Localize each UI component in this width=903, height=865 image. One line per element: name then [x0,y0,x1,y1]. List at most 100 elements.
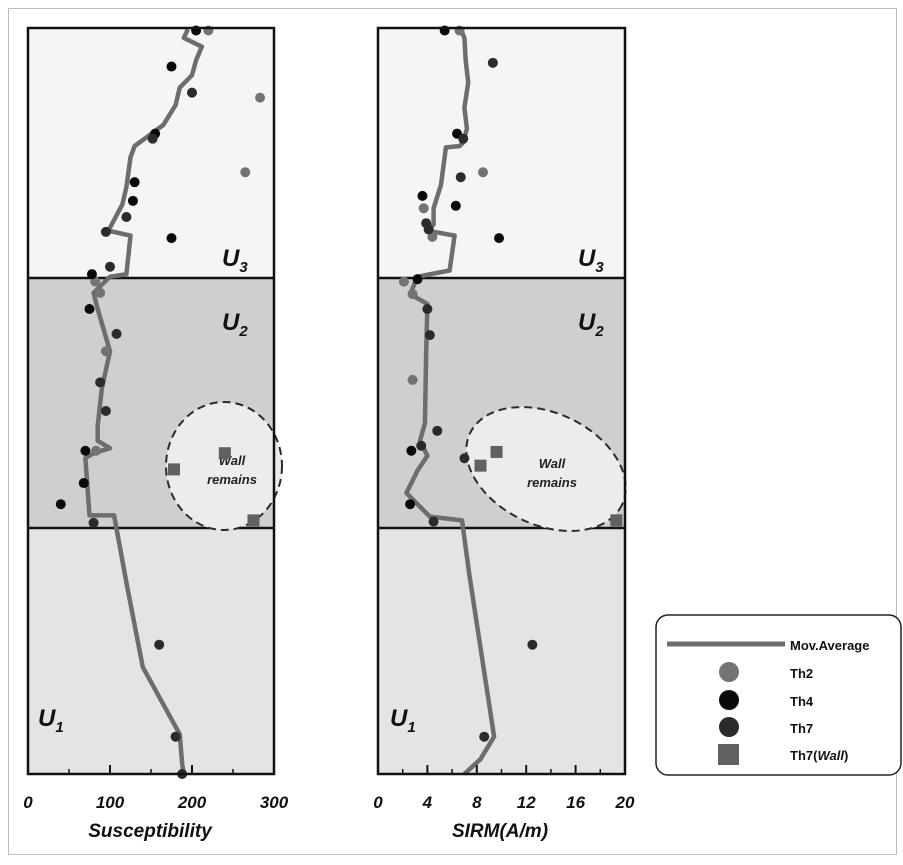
th4-point [166,233,177,244]
data-marks-susceptibility [55,25,266,779]
th2-point [407,374,418,385]
th2-point [91,445,102,456]
th7-wall-point [490,445,503,458]
th4-point [405,499,416,510]
th2-point [255,92,266,103]
th4-point [55,499,66,510]
zone-u1-background [378,528,625,774]
zone-u1-background [28,528,274,774]
x-axis-title-sirm: SIRM(A/m) [452,821,548,842]
wall-remains-label-line2: remains [527,475,577,490]
th2-point [398,276,409,287]
wall-remains-ellipse [465,406,627,532]
th7-point [487,57,498,68]
th7-point [121,211,132,222]
th7-wall-point [610,514,623,527]
th7-point [422,303,433,314]
wall-remains-ellipse [165,401,283,531]
th7-point [170,731,181,742]
th2-point [95,287,106,298]
th4-point [80,445,91,456]
th7-point [455,172,466,183]
x-tick-label: 300 [260,793,289,812]
legend-label-th2: Th2 [790,666,813,681]
x-axis-sirm: 0 4 8 12 16 20 [373,765,635,812]
x-axis-susceptibility: 0 100 200 300 [23,765,289,812]
th4-point [450,200,461,211]
th7-point [527,639,538,650]
th7-wall-point [167,463,180,476]
wall-remains-label-line1: Wall [539,456,566,471]
th7-wall-point [474,459,487,472]
mov-average-line [83,28,205,775]
th7-point [458,133,469,144]
th7-point [428,516,439,527]
th7-point [95,377,106,388]
x-tick-label: 20 [615,793,635,812]
th4-point [84,303,95,314]
th4-point [129,177,140,188]
th4-point [406,445,417,456]
chart-panel-sirm: Wall remains U3 U2 U1 0 4 8 12 16 20 SIRM(A/m… [373,25,635,842]
x-tick-label: 100 [96,793,125,812]
th7-point [479,731,490,742]
legend-label-th4: Th4 [790,694,814,709]
th4-point [494,233,505,244]
th7-point [154,639,165,650]
th2-point [427,231,438,242]
th4-point [78,478,89,489]
legend-label-th7-wall: Th7(Wall) [790,748,848,763]
th4-point [417,190,428,201]
th2-point [477,167,488,178]
th4-point [86,269,97,280]
th2-point [100,346,111,357]
th2-point [90,276,101,287]
x-axis-title-susceptibility: Susceptibility [88,821,213,842]
unit-label-u2: U2 [578,309,604,340]
th2-point [240,167,251,178]
th7-point [459,453,470,464]
th7-wall-point [218,447,231,460]
th4-point [166,61,177,72]
th2-point [418,203,429,214]
th7-wall-point [247,514,260,527]
th7-point [100,226,111,237]
th2-point [407,289,418,300]
th7-point [423,224,434,235]
th7-point [147,133,158,144]
x-tick-label: 8 [472,793,482,812]
legend-label-mov-average: Mov.Average [790,638,869,653]
x-tick-label: 0 [373,793,383,812]
legend-marker-th7-wall [718,744,739,765]
th7-point [88,517,99,528]
zone-u3-background [28,28,274,278]
legend-marker-th2 [719,662,739,682]
th7-point [105,261,115,272]
x-tick-label: 16 [566,793,585,812]
th4-point [412,274,423,285]
legend-label-th7: Th7 [790,721,813,736]
unit-label-u3: U3 [222,245,248,276]
legend: Mov.Average Th2 Th4 Th7 Th7(Wall) [655,614,902,776]
th4-point [127,195,138,206]
th7-point [111,328,122,339]
unit-label-u3: U3 [578,245,604,276]
data-marks-sirm [398,25,623,776]
th7-point [100,405,111,416]
x-tick-label: 12 [517,793,536,812]
x-tick-label: 200 [177,793,207,812]
th7-point [187,87,197,98]
unit-label-u1: U1 [390,705,416,736]
wall-remains-label-line2: remains [207,472,257,487]
legend-marker-th4 [719,690,739,710]
th7-point [416,440,427,451]
x-tick-label: 4 [422,793,433,812]
x-tick-label: 0 [23,793,33,812]
unit-label-u1: U1 [38,705,64,736]
unit-label-u2: U2 [222,309,248,340]
chart-panel-susceptibility: Wall remains U3 U2 U1 0 100 200 300 Suscept… [23,25,289,842]
th7-point [432,425,443,436]
legend-marker-th7 [719,717,739,737]
